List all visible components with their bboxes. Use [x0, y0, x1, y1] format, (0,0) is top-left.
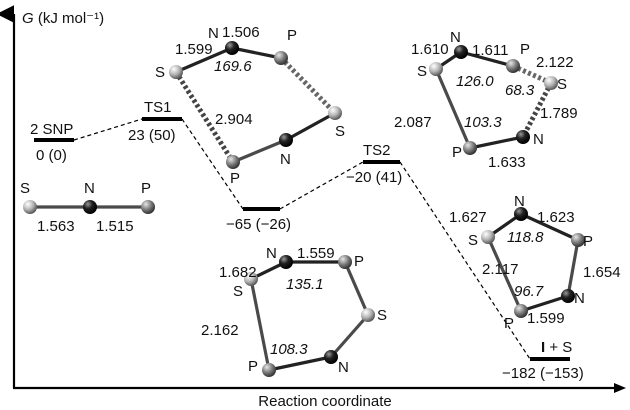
- svg-text:1.789: 1.789: [540, 105, 578, 122]
- connector-ts2-product: [399, 161, 531, 360]
- svg-text:103.3: 103.3: [464, 114, 502, 131]
- svg-text:1.611: 1.611: [472, 42, 508, 59]
- svg-text:1.610: 1.610: [411, 41, 449, 58]
- product-energy: −182 (−153): [502, 365, 584, 382]
- svg-text:135.1: 135.1: [286, 276, 324, 293]
- svg-text:96.7: 96.7: [514, 283, 544, 300]
- svg-text:1.559: 1.559: [297, 245, 335, 262]
- x-axis-arrowhead: [614, 383, 626, 393]
- svg-text:N: N: [84, 180, 95, 197]
- atom-p: [141, 200, 155, 214]
- connector-snp-ts1: [73, 118, 143, 141]
- product-molecule: S N P N P 1.627 1.623 118.8 2.117 1.654 …: [449, 193, 621, 332]
- svg-text:2.904: 2.904: [215, 111, 253, 128]
- snp-name: 2 SNP: [30, 121, 73, 138]
- y-axis-label: G (kJ mol⁻¹): [22, 10, 104, 27]
- svg-text:2.122: 2.122: [536, 54, 574, 71]
- x-axis-label: Reaction coordinate: [258, 393, 391, 410]
- svg-text:2.087: 2.087: [394, 114, 432, 131]
- svg-text:N: N: [208, 25, 219, 42]
- svg-text:N: N: [280, 151, 291, 168]
- svg-text:S: S: [20, 180, 30, 197]
- svg-text:N: N: [533, 131, 544, 148]
- svg-text:P: P: [287, 27, 297, 44]
- svg-text:S: S: [233, 283, 243, 300]
- svg-text:S: S: [557, 76, 567, 93]
- svg-text:P: P: [248, 358, 258, 375]
- svg-text:1.682: 1.682: [219, 264, 257, 281]
- svg-text:N: N: [574, 290, 585, 307]
- svg-text:S: S: [468, 232, 478, 249]
- svg-text:1.627: 1.627: [449, 209, 487, 226]
- svg-text:68.3: 68.3: [505, 82, 535, 99]
- svg-text:1.563: 1.563: [37, 218, 75, 235]
- svg-text:1.506: 1.506: [222, 24, 260, 41]
- svg-text:P: P: [520, 41, 530, 58]
- svg-text:S: S: [155, 64, 165, 81]
- svg-text:1.623: 1.623: [537, 209, 575, 226]
- svg-text:P: P: [504, 315, 514, 332]
- svg-text:P: P: [452, 144, 462, 161]
- svg-text:P: P: [230, 170, 240, 187]
- ts2-name: TS2: [363, 142, 391, 159]
- svg-text:1.515: 1.515: [96, 218, 134, 235]
- int1-energy: −65 (−26): [226, 216, 291, 233]
- svg-text:P: P: [354, 253, 364, 270]
- int1-molecule: S N P S P N 1.682 1.559 135.1 2.162 108.…: [201, 245, 387, 377]
- svg-text:N: N: [266, 245, 277, 262]
- svg-text:S: S: [417, 63, 427, 80]
- svg-text:1.599: 1.599: [175, 41, 213, 58]
- svg-text:2.117: 2.117: [482, 261, 518, 278]
- snp-molecule: S N P 1.563 1.515: [20, 180, 155, 235]
- svg-text:2.162: 2.162: [201, 322, 239, 339]
- ts2-molecule: S N P S N P 1.610 1.611 126.0 2.122 68.3…: [394, 29, 578, 171]
- product-name: I + S: [541, 339, 572, 356]
- svg-text:1.599: 1.599: [527, 310, 565, 327]
- svg-text:126.0: 126.0: [456, 73, 494, 90]
- svg-text:1.654: 1.654: [583, 264, 621, 281]
- svg-text:169.6: 169.6: [214, 58, 252, 75]
- svg-text:S: S: [377, 307, 387, 324]
- svg-text:1.633: 1.633: [488, 154, 526, 171]
- ts1-energy: 23 (50): [128, 127, 176, 144]
- ts1-name: TS1: [144, 99, 172, 116]
- svg-text:S: S: [335, 123, 345, 140]
- connector-int1-ts2: [279, 161, 364, 210]
- atom-n: [83, 200, 97, 214]
- svg-text:118.8: 118.8: [507, 229, 544, 246]
- svg-text:108.3: 108.3: [270, 341, 308, 358]
- ts1-molecule: S N P P N S 1.599 1.506 169.6 2.904: [155, 24, 345, 187]
- atom-s: [23, 200, 37, 214]
- svg-text:N: N: [450, 29, 461, 46]
- ts2-energy: −20 (41): [346, 169, 402, 186]
- snp-energy: 0 (0): [36, 147, 67, 164]
- svg-text:N: N: [338, 359, 349, 376]
- svg-text:P: P: [141, 180, 151, 197]
- svg-text:N: N: [514, 193, 525, 210]
- svg-text:P: P: [583, 233, 593, 250]
